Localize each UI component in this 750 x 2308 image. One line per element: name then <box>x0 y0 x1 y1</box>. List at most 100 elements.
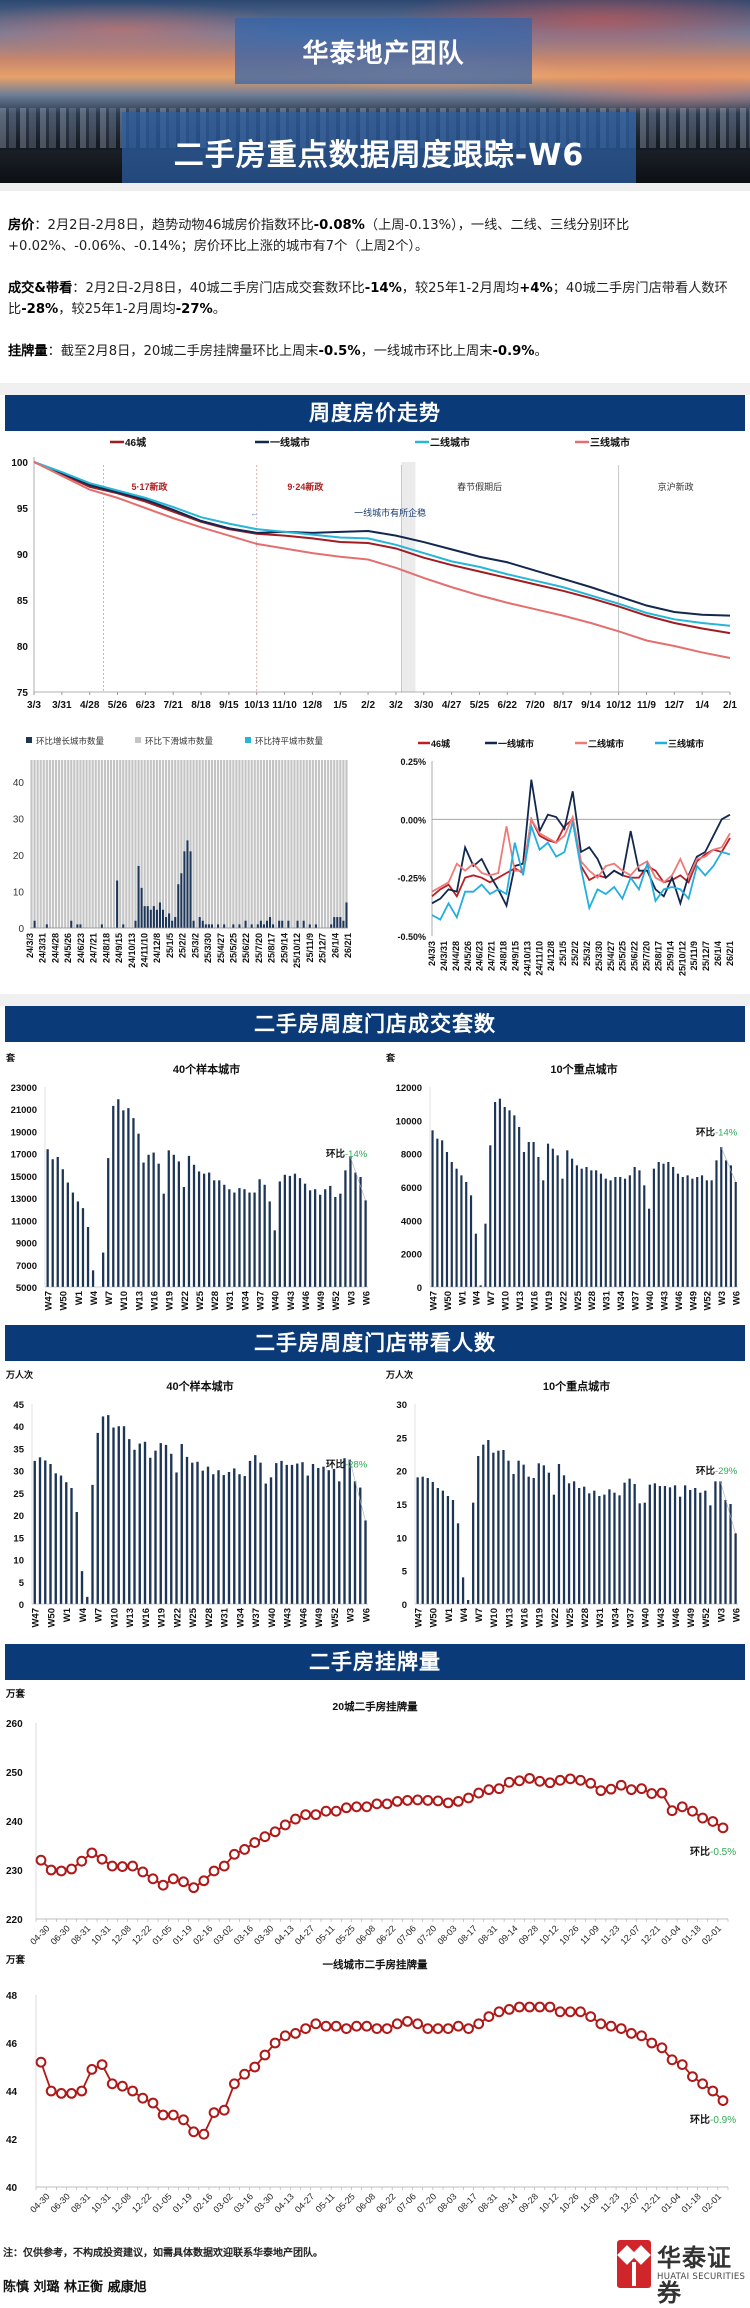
svg-text:25: 25 <box>396 1433 407 1444</box>
svg-text:W1: W1 <box>457 1290 468 1305</box>
svg-text:W47: W47 <box>414 1608 425 1628</box>
svg-text:02-16: 02-16 <box>191 2191 214 2214</box>
svg-text:03-16: 03-16 <box>232 2191 255 2214</box>
svg-text:8/17: 8/17 <box>553 700 573 711</box>
svg-text:3/30: 3/30 <box>414 700 434 711</box>
svg-text:25/10/12: 25/10/12 <box>677 941 687 976</box>
summary-deal: 成交&带看：2月2日-2月8日，40城二手房门店成交套数环比-14%，较25年1… <box>8 281 728 317</box>
svg-text:环比-14%: 环比-14% <box>696 1126 738 1138</box>
svg-text:W6: W6 <box>361 1291 372 1305</box>
svg-text:W52: W52 <box>701 1608 712 1628</box>
svg-text:4000: 4000 <box>401 1216 422 1227</box>
svg-text:W22: W22 <box>180 1291 191 1311</box>
svg-text:08-17: 08-17 <box>456 2191 479 2214</box>
svg-text:2/2: 2/2 <box>361 700 375 711</box>
svg-text:5: 5 <box>402 1567 408 1578</box>
svg-text:W50: W50 <box>429 1608 440 1628</box>
svg-text:0: 0 <box>19 1600 24 1611</box>
svg-text:25/5/25: 25/5/25 <box>618 941 628 971</box>
svg-text:250: 250 <box>6 1768 23 1779</box>
svg-text:W40: W40 <box>641 1608 652 1628</box>
svg-text:0.25%: 0.25% <box>400 757 426 767</box>
svg-text:10: 10 <box>13 1556 24 1567</box>
chart-city-count: 环比增长城市数量 环比下滑城市数量 环比持平城市数量 0 10 20 30 40 24/3/3 2… <box>0 720 380 970</box>
svg-text:三线城市: 三线城市 <box>668 738 704 749</box>
chart-visits-40: 万人次 40个样本城市 0 5 10 15 20 25 30 35 40 45 W47 W50 W1 W4 W7… <box>0 1362 380 1628</box>
svg-text:25/10/12: 25/10/12 <box>292 933 302 968</box>
svg-text:220: 220 <box>6 1915 23 1926</box>
svg-text:46城: 46城 <box>125 436 146 449</box>
svg-text:W52: W52 <box>330 1608 341 1628</box>
svg-text:万人次: 万人次 <box>385 1369 413 1380</box>
authors: 陈慎 刘璐 林正衡 戚康旭 <box>3 2280 147 2295</box>
logo-en: HUATAI SECURITIES <box>657 2272 746 2282</box>
svg-text:40: 40 <box>6 2183 18 2194</box>
svg-text:W16: W16 <box>141 1608 152 1628</box>
svg-text:W19: W19 <box>165 1291 176 1311</box>
svg-text:10-26: 10-26 <box>557 2191 580 2214</box>
svg-text:07-06: 07-06 <box>395 1923 418 1946</box>
svg-text:W22: W22 <box>550 1608 561 1628</box>
chart-deals-10: 套 10个重点城市 0 2000 4000 6000 8000 10000 12000 W47 W5… <box>380 1045 750 1311</box>
svg-text:11000: 11000 <box>11 1216 37 1227</box>
svg-text:12-21: 12-21 <box>639 2191 662 2214</box>
svg-text:W46: W46 <box>301 1291 312 1311</box>
svg-text:25/5/25: 25/5/25 <box>229 933 239 963</box>
chart-index-trend: 46城 一线城市 二线城市 三线城市 5·17新政 9·24新政 一线城市有所企稳 春节假期后… <box>0 432 750 712</box>
svg-text:04-13: 04-13 <box>272 2191 295 2214</box>
svg-text:24/9/15: 24/9/15 <box>510 941 520 971</box>
svg-text:W3: W3 <box>346 1608 357 1622</box>
svg-text:06-30: 06-30 <box>49 2191 72 2214</box>
svg-text:W46: W46 <box>674 1291 685 1311</box>
svg-text:20: 20 <box>13 1511 24 1522</box>
svg-text:30: 30 <box>13 814 25 825</box>
svg-text:26/2/1: 26/2/1 <box>343 933 353 958</box>
svg-text:24/9/15: 24/9/15 <box>114 933 124 963</box>
svg-text:230: 230 <box>6 1866 23 1877</box>
svg-text:套: 套 <box>6 1052 16 1063</box>
svg-text:一线城市二手房挂牌量: 一线城市二手房挂牌量 <box>323 1958 428 1971</box>
svg-text:11-09: 11-09 <box>578 2191 601 2214</box>
svg-text:25/7/20: 25/7/20 <box>254 933 264 963</box>
svg-text:25/7/20: 25/7/20 <box>642 941 652 971</box>
svg-text:10: 10 <box>13 887 25 898</box>
svg-text:三线城市: 三线城市 <box>590 436 630 449</box>
section-spacer <box>0 383 750 395</box>
svg-text:0: 0 <box>18 924 24 935</box>
svg-text:套: 套 <box>386 1052 396 1063</box>
svg-text:100: 100 <box>11 458 28 469</box>
svg-text:一线城市: 一线城市 <box>270 436 310 449</box>
svg-text:24/6/23: 24/6/23 <box>76 933 86 963</box>
svg-text:15000: 15000 <box>11 1172 37 1183</box>
chart-deals-40: 套 40个样本城市 5000 7000 9000 11000 13000 15000 17000… <box>0 1045 380 1311</box>
svg-text:10000: 10000 <box>396 1116 422 1127</box>
svg-text:W43: W43 <box>656 1608 667 1628</box>
svg-text:W37: W37 <box>251 1608 262 1628</box>
svg-text:环比-28%: 环比-28% <box>326 1459 368 1471</box>
report-title-box: 二手房重点数据周度跟踪-W6 <box>122 112 636 183</box>
svg-text:40个样本城市: 40个样本城市 <box>173 1062 240 1076</box>
svg-text:W40: W40 <box>271 1291 282 1311</box>
svg-text:26/1/4: 26/1/4 <box>330 933 340 958</box>
svg-text:W7: W7 <box>474 1608 485 1622</box>
svg-text:25/3/30: 25/3/30 <box>594 941 604 971</box>
svg-text:W25: W25 <box>188 1607 199 1627</box>
huatai-logo: 华泰证券 HUATAI SECURITIES <box>617 2238 747 2307</box>
svg-text:25: 25 <box>13 1489 24 1500</box>
svg-text:4/27: 4/27 <box>442 700 462 711</box>
svg-text:25/1/5: 25/1/5 <box>558 941 568 966</box>
svg-text:W4: W4 <box>459 1607 470 1622</box>
svg-text:一线城市: 一线城市 <box>498 738 534 749</box>
summary-listing: 挂牌量：截至2月8日，20城二手房挂牌量环比上周末-0.5%，一线城市环比上周末… <box>8 344 548 359</box>
svg-text:06-08: 06-08 <box>354 1923 377 1946</box>
svg-text:W16: W16 <box>150 1291 161 1311</box>
svg-text:W10: W10 <box>501 1291 512 1311</box>
svg-text:260: 260 <box>6 1719 23 1730</box>
svg-text:01-05: 01-05 <box>150 2191 173 2214</box>
svg-text:2000: 2000 <box>401 1250 422 1261</box>
svg-text:24/7/21: 24/7/21 <box>89 933 99 963</box>
section-header-visits: 二手房周度门店带看人数 <box>5 1325 745 1361</box>
svg-text:24/4/28: 24/4/28 <box>451 941 461 971</box>
svg-text:25/3/2: 25/3/2 <box>582 941 592 966</box>
svg-text:W3: W3 <box>346 1291 357 1305</box>
